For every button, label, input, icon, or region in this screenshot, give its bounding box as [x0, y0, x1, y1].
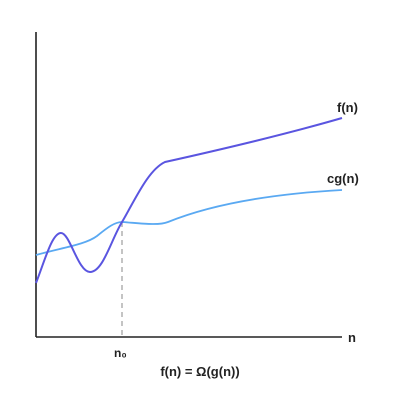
- cg-curve: [35, 189, 343, 256]
- cg-curve-label: cg(n): [327, 171, 359, 186]
- caption: f(n) = Ω(g(n)): [160, 364, 239, 379]
- x-axis-label: n: [348, 330, 356, 345]
- f-curve: [35, 117, 343, 284]
- f-curve-label: f(n): [337, 100, 358, 115]
- n0-label: n₀: [114, 346, 127, 360]
